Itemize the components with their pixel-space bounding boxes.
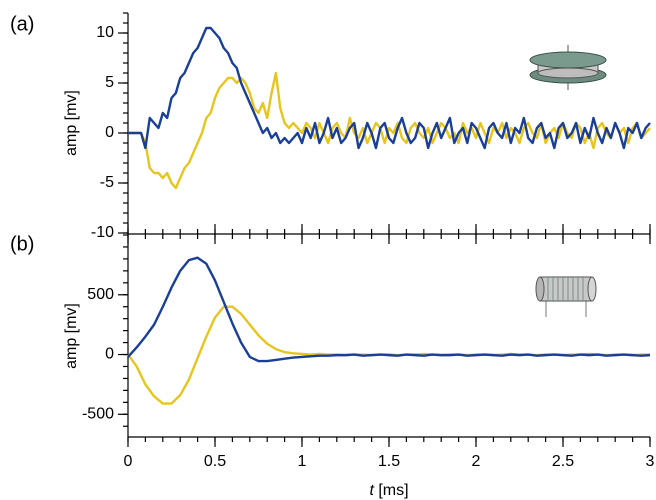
x-tick-label: 0 <box>124 453 133 470</box>
x-tick-label: 2 <box>472 453 481 470</box>
x-tick-label: 2.5 <box>552 453 574 470</box>
y-tick-label: 0 <box>105 124 114 141</box>
x-axis-label-unit: [ms] <box>378 482 408 499</box>
y-tick-label: 5 <box>105 74 114 91</box>
data-line <box>128 26 651 150</box>
y-axis-label: amp [mv] <box>63 90 80 156</box>
y-tick-label: -5 <box>100 174 114 191</box>
x-axis-label: t [ms] <box>369 482 408 499</box>
disc-icon <box>529 45 607 90</box>
coil-icon <box>535 276 597 317</box>
y-tick-label: -500 <box>82 406 114 423</box>
panel-label: (a) <box>10 13 34 35</box>
y-axis-label: amp [mv] <box>63 303 80 369</box>
panel-label: (b) <box>10 233 34 255</box>
y-tick-label: -10 <box>91 224 114 241</box>
x-tick-label: 3 <box>646 453 655 470</box>
data-line <box>127 256 651 363</box>
y-tick-label: 10 <box>96 24 114 41</box>
x-tick-label: 1.5 <box>378 453 400 470</box>
x-axis-label-symbol: t <box>369 482 374 499</box>
x-tick-label: 1 <box>298 453 307 470</box>
y-tick-label: 0 <box>105 346 114 363</box>
x-tick-label: 0.5 <box>204 453 226 470</box>
y-tick-label: 500 <box>87 286 114 303</box>
